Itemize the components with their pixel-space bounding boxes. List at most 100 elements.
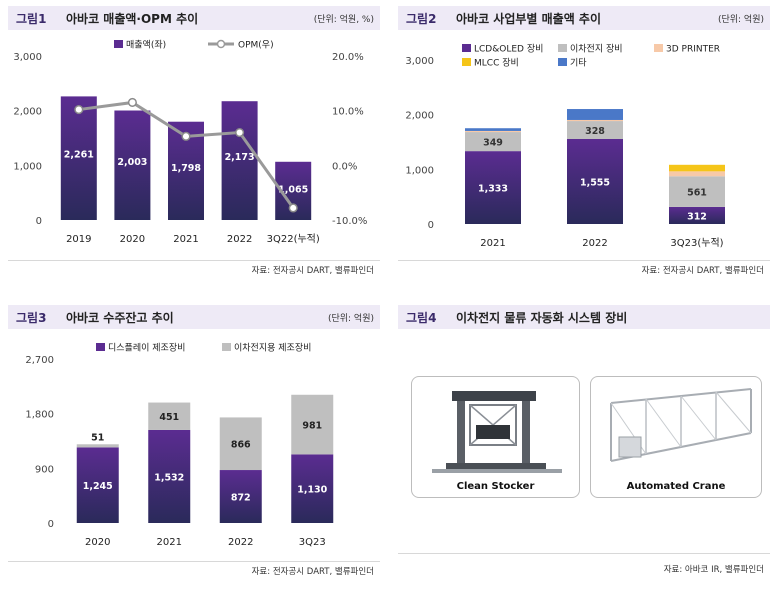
stack-segment — [465, 128, 521, 131]
y-tick-label: 0 — [36, 216, 42, 227]
figure1-number: 그림1 — [16, 12, 47, 26]
y-tick-label: 0 — [48, 519, 54, 530]
legend-item-label: 3D PRINTER — [666, 45, 720, 55]
figure2-rule — [398, 260, 770, 261]
x-tick-label: 2021 — [157, 537, 182, 548]
figure4-source: 자료: 아바코 IR, 밸류파인더 — [663, 565, 764, 575]
opm-point — [235, 127, 245, 138]
figure2-source: 자료: 전자공시 DART, 밸류파인더 — [641, 266, 764, 276]
segment-value-label: 1,555 — [580, 177, 610, 188]
bar-revenue — [60, 96, 97, 220]
legend-revenue-label: 매출액(좌) — [126, 39, 166, 51]
figure1-rule — [8, 260, 380, 261]
stack-segment — [219, 417, 262, 471]
stack-segment — [669, 171, 725, 177]
stack-segment — [291, 394, 334, 455]
stack-segment — [76, 444, 119, 448]
bar-revenue — [221, 101, 258, 220]
y2-tick-label: 0.0% — [332, 161, 357, 172]
segment-value-label: 1,130 — [297, 485, 327, 496]
bar-value-label: 2,003 — [117, 157, 147, 168]
legend-battery-label: 이차전지용 제조장비 — [234, 342, 311, 354]
y-tick-label: 1,000 — [405, 165, 434, 176]
stack-segment — [76, 447, 119, 523]
x-tick-label: 2019 — [66, 234, 91, 245]
figure2-header: 그림2 아바코 사업부별 매출액 추이 (단위: 억원) — [398, 6, 770, 30]
stack-segment — [669, 164, 725, 172]
figure3-title: 아바코 수주잔고 추이 — [66, 311, 174, 325]
figure2-title: 아바코 사업부별 매출액 추이 — [456, 12, 602, 26]
segment-value-label: 1,532 — [154, 472, 184, 483]
figure1-header: 그림1 아바코 매출액·OPM 추이 (단위: 억원, %) — [8, 6, 380, 30]
figure3-panel: 그림3 아바코 수주잔고 추이 (단위: 억원) 0 900 1,800 2,700 1… — [8, 305, 380, 587]
y-tick-label: 2,000 — [405, 111, 434, 122]
stack-segment — [219, 470, 262, 523]
stack-segment — [567, 109, 623, 120]
x-tick-label: 2021 — [173, 234, 198, 245]
stack-segment — [465, 130, 521, 133]
y2-tick-label: -10.0% — [332, 216, 367, 227]
segment-value-label: 328 — [585, 126, 605, 137]
automated-crane-card: Automated Crane — [590, 376, 762, 498]
stack-segment — [669, 206, 725, 224]
figure3-header: 그림3 아바코 수주잔고 추이 (단위: 억원) — [8, 305, 380, 329]
figure1-source: 자료: 전자공시 DART, 밸류파인더 — [251, 266, 374, 276]
clean-stocker-image — [432, 391, 562, 473]
opm-point — [127, 97, 137, 108]
legend-revenue-swatch — [114, 40, 123, 48]
legend-item-label: 이차전지 장비 — [570, 43, 623, 55]
stack-segment — [669, 176, 725, 207]
clean-stocker-caption: Clean Stocker — [456, 481, 535, 492]
stack-segment — [291, 454, 334, 523]
clean-stocker-card: Clean Stocker — [411, 376, 580, 498]
automated-crane-image — [610, 388, 752, 462]
x-tick-label: 3Q22(누적) — [267, 233, 320, 245]
legend-item-swatch — [462, 58, 471, 66]
y-tick-label: 3,000 — [405, 56, 434, 67]
figure4-rule — [398, 553, 770, 554]
figure2-unit: (단위: 억원) — [717, 15, 764, 25]
figure4-title: 이차전지 물류 자동화 시스템 장비 — [456, 311, 628, 325]
stack-segment — [465, 151, 521, 224]
figure3-unit: (단위: 억원) — [327, 314, 374, 324]
y2-tick-label: 20.0% — [332, 52, 364, 63]
figure2-panel: 그림2 아바코 사업부별 매출액 추이 (단위: 억원) 0 1,000 2,000… — [398, 6, 770, 278]
segment-value-label: 451 — [159, 412, 179, 423]
x-tick-label: 2022 — [228, 537, 253, 548]
stack-segment — [567, 138, 623, 224]
legend-item-swatch — [558, 44, 567, 52]
opm-point — [181, 131, 191, 141]
stack-segment — [465, 132, 521, 152]
x-tick-label: 2021 — [480, 238, 505, 249]
legend-item-swatch — [462, 44, 471, 52]
legend-item-label: LCD&OLED 장비 — [474, 44, 543, 55]
segment-value-label: 312 — [687, 211, 707, 222]
figure3-chart: 0 900 1,800 2,700 1,245 51 2020 1,532 451 2021 872… — [25, 342, 334, 548]
x-tick-label: 2022 — [227, 234, 252, 245]
x-tick-label: 2020 — [120, 234, 145, 245]
figure3-rule — [8, 561, 380, 562]
x-tick-label: 2020 — [85, 537, 110, 548]
legend-battery-swatch — [222, 343, 231, 351]
legend-item-swatch — [654, 44, 663, 52]
legend-opm-label: OPM(우) — [238, 40, 274, 51]
legend-item-label: MLCC 장비 — [474, 58, 519, 69]
y-tick-label: 2,000 — [13, 107, 42, 118]
opm-point — [288, 203, 298, 213]
y-tick-label: 0 — [428, 220, 434, 231]
figure3-number: 그림3 — [16, 311, 47, 325]
x-tick-label: 2022 — [582, 238, 607, 249]
bar-value-label: 1,065 — [278, 185, 308, 196]
figure1-panel: 그림1 아바코 매출액·OPM 추이 (단위: 억원, %) 0 1,000 2,0… — [8, 6, 380, 278]
y-tick-label: 900 — [35, 464, 54, 475]
legend-item-swatch — [558, 58, 567, 66]
segment-value-label: 1,245 — [83, 481, 113, 492]
stack-segment — [148, 402, 191, 430]
y-tick-label: 2,700 — [25, 355, 54, 366]
figure1-chart: 0 1,000 2,000 3,000 -10.0% 0.0% 10.0% 20.0% 2,26… — [13, 39, 367, 246]
figure4-header: 그림4 이차전지 물류 자동화 시스템 장비 — [398, 305, 770, 329]
segment-value-label: 866 — [231, 440, 251, 451]
segment-value-label: 1,333 — [478, 184, 508, 195]
figure1-unit: (단위: 억원, %) — [313, 15, 374, 25]
segment-value-label: 981 — [302, 421, 322, 432]
